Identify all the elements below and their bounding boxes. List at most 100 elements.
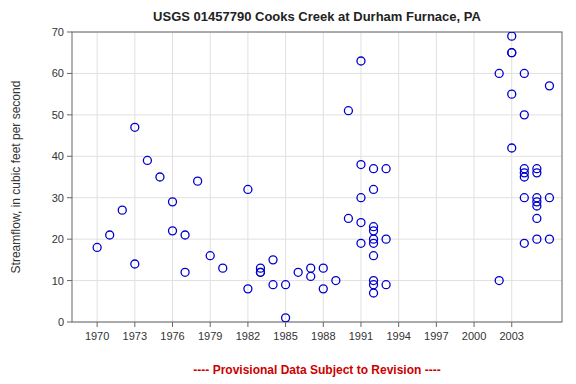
grid-line-y <box>72 197 562 198</box>
x-tick-label: 2000 <box>462 330 486 342</box>
point <box>169 198 177 206</box>
point <box>357 194 365 202</box>
grid-line-y <box>72 114 562 115</box>
x-tick <box>172 322 173 327</box>
x-tick-label: 1994 <box>386 330 410 342</box>
x-tick <box>436 322 437 327</box>
point <box>131 260 139 268</box>
point <box>206 252 214 260</box>
point <box>545 194 553 202</box>
point <box>282 281 290 289</box>
grid-line-x <box>398 32 399 322</box>
point <box>370 281 378 289</box>
point <box>106 231 114 239</box>
point <box>357 57 365 65</box>
point <box>533 214 541 222</box>
x-tick <box>247 322 248 327</box>
y-tick-label: 30 <box>52 192 64 204</box>
point <box>545 235 553 243</box>
x-tick-label: 1985 <box>273 330 297 342</box>
point <box>332 277 340 285</box>
point <box>269 256 277 264</box>
point <box>508 32 516 40</box>
y-tick <box>67 280 72 281</box>
y-tick-label: 20 <box>52 233 64 245</box>
point <box>357 161 365 169</box>
grid-line-x <box>436 32 437 322</box>
point <box>282 314 290 322</box>
point <box>181 268 189 276</box>
point <box>520 194 528 202</box>
point <box>357 239 365 247</box>
x-tick <box>474 322 475 327</box>
grid-line-y <box>72 239 562 240</box>
title: USGS 01457790 Cooks Creek at Durham Furn… <box>153 9 481 24</box>
grid-line-x <box>474 32 475 322</box>
point <box>143 156 151 164</box>
point <box>520 111 528 119</box>
point <box>93 243 101 251</box>
x-tick <box>398 322 399 327</box>
grid <box>72 32 562 322</box>
point <box>169 227 177 235</box>
x-tick <box>210 322 211 327</box>
x-tick <box>360 322 361 327</box>
points <box>93 32 553 322</box>
y-tick <box>67 239 72 240</box>
point <box>344 214 352 222</box>
point <box>370 165 378 173</box>
chart: 1970197319761979198219851988199119941997… <box>0 0 576 384</box>
y-tick-label: 60 <box>52 67 64 79</box>
y-axis-label: Streamflow, in cubic feet per second <box>9 81 23 274</box>
point <box>508 49 516 57</box>
point <box>307 272 315 280</box>
point <box>533 235 541 243</box>
x-tick-label: 1973 <box>123 330 147 342</box>
point <box>495 277 503 285</box>
point <box>382 281 390 289</box>
point <box>244 285 252 293</box>
x-tick <box>285 322 286 327</box>
point <box>219 264 227 272</box>
x-tick-label: 2003 <box>500 330 524 342</box>
plot-background <box>72 32 562 322</box>
grid-line-x <box>360 32 361 322</box>
x-tick-label: 1991 <box>349 330 373 342</box>
point <box>294 268 302 276</box>
x-tick <box>134 322 135 327</box>
grid-line-y <box>72 73 562 74</box>
x-tick <box>97 322 98 327</box>
point <box>508 90 516 98</box>
grid-line-x <box>210 32 211 322</box>
axes: 1970197319761979198219851988199119941997… <box>52 26 524 342</box>
point <box>508 49 516 57</box>
point <box>370 252 378 260</box>
x-tick <box>511 322 512 327</box>
y-tick-label: 70 <box>52 26 64 38</box>
x-tick-label: 1982 <box>236 330 260 342</box>
point <box>256 264 264 272</box>
y-tick <box>67 322 72 323</box>
y-tick <box>67 73 72 74</box>
y-tick-label: 10 <box>52 275 64 287</box>
y-tick-label: 50 <box>52 109 64 121</box>
point <box>495 69 503 77</box>
point <box>319 264 327 272</box>
point <box>357 219 365 227</box>
point <box>118 206 126 214</box>
point <box>520 173 528 181</box>
grid-line-x <box>172 32 173 322</box>
point <box>344 107 352 115</box>
x-tick-label: 1988 <box>311 330 335 342</box>
x-tick-label: 1979 <box>198 330 222 342</box>
x-tick <box>323 322 324 327</box>
grid-line-x <box>323 32 324 322</box>
grid-line-x <box>285 32 286 322</box>
point <box>382 235 390 243</box>
note: ---- Provisional Data Subject to Revisio… <box>193 363 440 377</box>
y-tick <box>67 197 72 198</box>
grid-line-x <box>97 32 98 322</box>
point <box>382 165 390 173</box>
plot-frame <box>72 32 562 322</box>
point <box>156 173 164 181</box>
